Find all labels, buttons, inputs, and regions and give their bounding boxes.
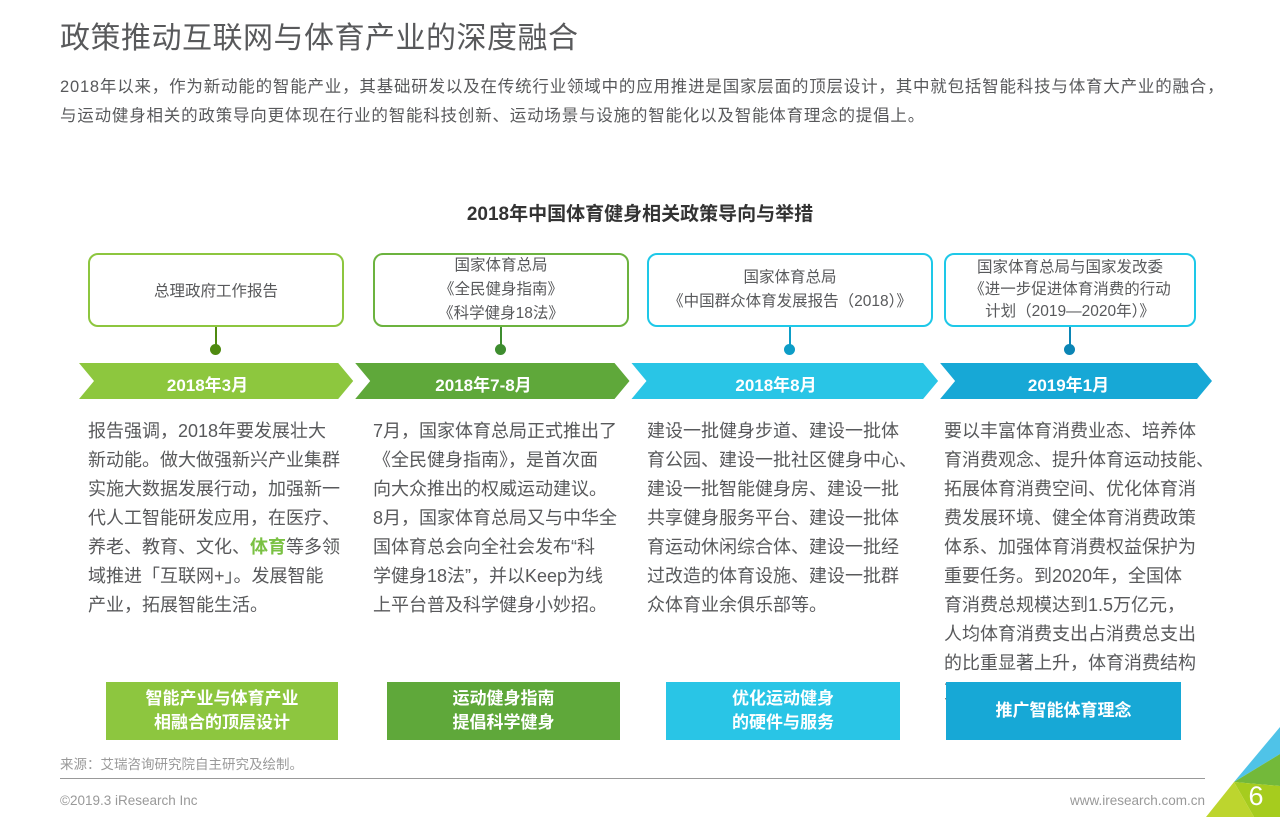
svg-text:6: 6 [1248,781,1263,811]
